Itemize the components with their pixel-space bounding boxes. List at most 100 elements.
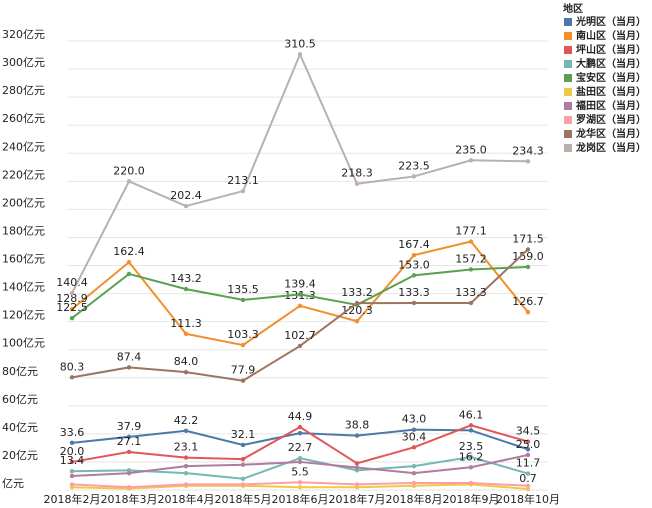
legend-label: 大鹏区（当月） — [576, 57, 646, 70]
data-label: 120.3 — [341, 304, 373, 317]
y-tick-label: 200亿元 — [2, 196, 45, 209]
legend-title: 地区 — [563, 2, 583, 15]
legend-swatch — [564, 32, 572, 40]
point — [525, 447, 531, 452]
data-label: 87.4 — [117, 350, 142, 363]
y-tick-label: 40亿元 — [2, 421, 38, 434]
data-label: 135.5 — [227, 283, 259, 296]
data-label: 126.7 — [512, 295, 544, 308]
point — [183, 455, 189, 460]
point — [69, 473, 75, 479]
point — [354, 300, 360, 306]
x-tick-label: 2018年8月 — [386, 492, 443, 506]
point — [126, 271, 132, 277]
data-label: 171.5 — [512, 232, 544, 245]
point — [468, 428, 474, 433]
point — [240, 342, 246, 348]
data-label: 46.1 — [459, 408, 484, 421]
point — [297, 430, 303, 436]
point — [69, 306, 75, 312]
y-tick-label: 100亿元 — [2, 337, 45, 350]
point — [183, 470, 189, 476]
point — [297, 484, 303, 490]
x-tick-label: 2018年3月 — [101, 492, 158, 506]
point — [240, 188, 246, 194]
data-label: 23.1 — [174, 441, 199, 454]
point — [69, 440, 75, 446]
legend-label: 盐田区（当月） — [576, 85, 646, 98]
data-label: 34.5 — [516, 425, 541, 438]
legend-swatch — [564, 116, 572, 124]
data-label: 143.2 — [170, 272, 202, 285]
point — [69, 459, 75, 465]
legend-label: 龙华区（当月） — [575, 127, 646, 140]
data-label: 177.1 — [455, 225, 487, 238]
y-tick-label: 亿元 — [2, 477, 24, 490]
point — [354, 465, 360, 470]
data-label: 218.3 — [341, 167, 373, 180]
legend-swatch — [564, 60, 572, 68]
data-label: 213.1 — [227, 174, 259, 187]
x-tick-label: 2018年9月 — [443, 492, 500, 506]
data-label: 5.5 — [291, 465, 309, 478]
data-label: 167.4 — [398, 238, 430, 251]
point — [69, 290, 75, 296]
legend-swatch — [564, 46, 572, 54]
point — [297, 455, 303, 461]
data-label: 133.3 — [455, 286, 487, 299]
point — [126, 449, 132, 455]
data-label: 32.1 — [231, 428, 256, 441]
point — [69, 482, 75, 487]
x-tick-label: 2018年6月 — [272, 492, 329, 506]
point — [126, 484, 132, 490]
data-label: 157.2 — [455, 252, 487, 265]
point — [525, 264, 531, 270]
point — [240, 378, 246, 383]
point — [468, 465, 474, 470]
point — [69, 315, 75, 321]
point — [525, 452, 531, 458]
data-label: 20.0 — [60, 445, 85, 458]
data-label: 153.0 — [398, 258, 430, 271]
legend-label: 宝安区（当月） — [576, 71, 646, 84]
point — [297, 459, 303, 465]
data-label: 23.5 — [459, 440, 484, 453]
point — [126, 365, 132, 370]
data-label: 128.9 — [56, 292, 88, 305]
point — [525, 439, 531, 444]
y-tick-label: 280亿元 — [2, 84, 45, 97]
point — [468, 454, 474, 460]
point — [468, 300, 474, 306]
legend-swatch — [564, 144, 572, 152]
data-label: 223.5 — [398, 159, 430, 172]
point — [354, 181, 360, 186]
point — [69, 469, 75, 474]
point — [297, 292, 303, 297]
point — [183, 286, 189, 292]
data-label: 25.0 — [516, 438, 541, 451]
x-tick-label: 2018年10月 — [496, 492, 560, 506]
point — [183, 369, 189, 375]
data-label: 11.7 — [516, 457, 541, 470]
data-label: 80.3 — [60, 360, 85, 373]
point — [354, 433, 360, 438]
point — [411, 463, 417, 469]
legend-swatch — [564, 18, 572, 26]
point — [183, 203, 189, 209]
data-label: 77.9 — [231, 364, 256, 377]
point — [240, 476, 246, 481]
point — [69, 375, 75, 380]
point — [411, 445, 417, 450]
point — [468, 239, 474, 244]
data-label: 0.7 — [519, 472, 537, 485]
data-label: 43.0 — [402, 413, 427, 426]
legend-label: 南山区（当月） — [576, 29, 646, 42]
data-label: 22.7 — [288, 441, 313, 454]
legend-label: 龙岗区（当月） — [575, 141, 646, 154]
x-tick-label: 2018年2月 — [44, 492, 101, 506]
data-label: 159.0 — [512, 250, 544, 263]
data-label: 102.7 — [284, 329, 316, 342]
point — [297, 343, 303, 349]
point — [297, 52, 303, 57]
data-label: 84.0 — [174, 355, 199, 368]
